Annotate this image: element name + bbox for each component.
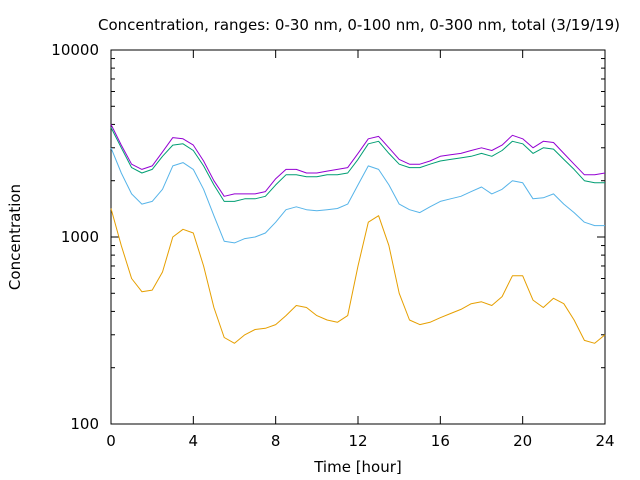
y-axis-label: Concentration (6, 184, 24, 290)
x-tick-label: 0 (106, 432, 116, 450)
x-axis-label: Time [hour] (313, 458, 402, 476)
x-tick-label: 8 (271, 432, 281, 450)
series-line-2 (110, 147, 605, 244)
y-tick-label: 1000 (61, 228, 99, 246)
plot-frame (110, 49, 606, 425)
plot-area: 100 1000 10000 0 4 8 12 16 20 24 (51, 41, 614, 450)
series-line-4 (110, 124, 606, 197)
x-tick-label: 24 (595, 432, 614, 450)
chart-title: Concentration, ranges: 0-30 nm, 0-100 nm… (98, 16, 620, 34)
y-tick-label: 10000 (51, 41, 99, 59)
x-tick-label: 12 (348, 432, 367, 450)
y-tick-label: 100 (70, 415, 99, 433)
series-line-1 (110, 208, 606, 344)
series-line-3 (110, 127, 605, 202)
x-tick-label: 16 (431, 432, 450, 450)
x-tick-label: 20 (513, 432, 532, 450)
x-tick-label: 4 (189, 432, 199, 450)
